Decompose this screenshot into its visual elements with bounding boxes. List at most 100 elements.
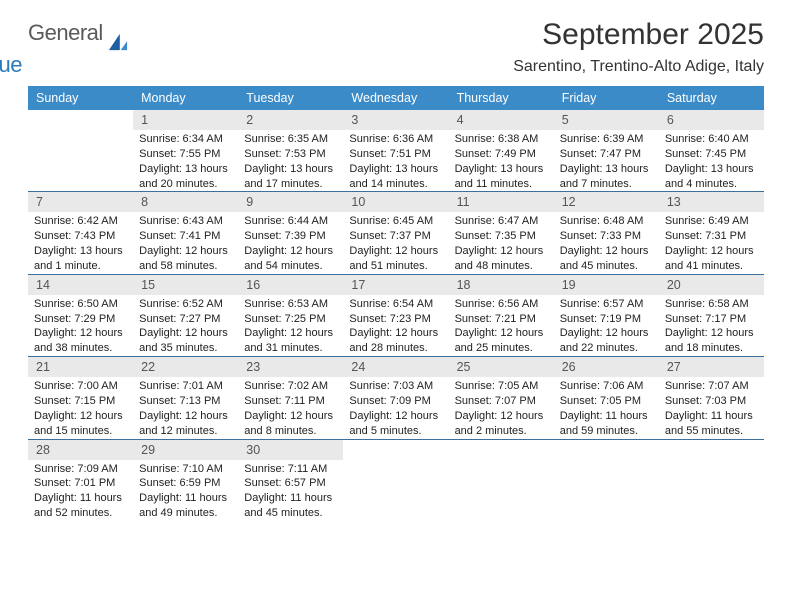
- sunset-text: Sunset: 7:09 PM: [349, 394, 442, 409]
- day-cell: 5Sunrise: 6:39 AMSunset: 7:47 PMDaylight…: [554, 110, 659, 191]
- day-cell: 28Sunrise: 7:09 AMSunset: 7:01 PMDayligh…: [28, 440, 133, 521]
- day-detail: Sunrise: 6:35 AMSunset: 7:53 PMDaylight:…: [238, 132, 343, 191]
- day-detail: Sunrise: 7:07 AMSunset: 7:03 PMDaylight:…: [659, 379, 764, 438]
- daynum-bar: 4: [449, 110, 554, 130]
- daynum-bar: 29: [133, 440, 238, 460]
- day-number: 26: [562, 360, 576, 374]
- day-number: 9: [246, 195, 253, 209]
- daynum-bar: 10: [343, 192, 448, 212]
- daylight-text: Daylight: 11 hours and 59 minutes.: [560, 409, 653, 439]
- sunset-text: Sunset: 7:03 PM: [665, 394, 758, 409]
- day-cell: 15 Sunrise: 6:52 AMSunset: 7:27 PMDayligh…: [133, 275, 238, 356]
- daynum-bar: 23: [238, 357, 343, 377]
- sunrise-text: Sunrise: 6:34 AM: [139, 132, 232, 147]
- day-number: 7: [36, 195, 43, 209]
- day-detail: Sunrise: 7:02 AMSunset: 7:11 PMDaylight:…: [238, 379, 343, 438]
- day-number: 19: [562, 278, 576, 292]
- sunrise-text: Sunrise: 7:10 AM: [139, 462, 232, 477]
- day-number: 21: [36, 360, 50, 374]
- daynum-bar: 15: [133, 275, 238, 295]
- sunrise-text: Sunrise: 7:00 AM: [34, 379, 127, 394]
- day-cell: [28, 110, 133, 191]
- day-detail: Sunrise: 6:48 AMSunset: 7:33 PMDaylight:…: [554, 214, 659, 273]
- daylight-text: Daylight: 12 hours and 51 minutes.: [349, 244, 442, 274]
- sunset-text: Sunset: 7:43 PM: [34, 229, 127, 244]
- daylight-text: Daylight: 12 hours and 15 minutes.: [34, 409, 127, 439]
- day-number: 4: [457, 113, 464, 127]
- sunrise-text: Sunrise: 6:44 AM: [244, 214, 337, 229]
- day-cell: [659, 440, 764, 521]
- day-cell: 3Sunrise: 6:36 AMSunset: 7:51 PMDaylight…: [343, 110, 448, 191]
- sunset-text: Sunset: 7:15 PM: [34, 394, 127, 409]
- sunset-text: Sunset: 7:01 PM: [34, 476, 127, 491]
- daylight-text: Daylight: 12 hours and 48 minutes.: [455, 244, 548, 274]
- sunrise-text: Sunrise: 6:42 AM: [34, 214, 127, 229]
- daynum-bar: 28: [28, 440, 133, 460]
- day-cell: 23Sunrise: 7:02 AMSunset: 7:11 PMDayligh…: [238, 357, 343, 438]
- sunrise-text: Sunrise: 6:39 AM: [560, 132, 653, 147]
- weekday-header: Monday: [133, 86, 238, 110]
- sunrise-text: Sunrise: 6:47 AM: [455, 214, 548, 229]
- daynum-bar: 2: [238, 110, 343, 130]
- week-row: 14Sunrise: 6:50 AMSunset: 7:29 PMDayligh…: [28, 274, 764, 356]
- day-detail: Sunrise: 6:43 AMSunset: 7:41 PMDaylight:…: [133, 214, 238, 273]
- sunrise-text: Sunrise: 6:48 AM: [560, 214, 653, 229]
- sunrise-text: Sunrise: 6:57 AM: [560, 297, 653, 312]
- day-cell: 1Sunrise: 6:34 AMSunset: 7:55 PMDaylight…: [133, 110, 238, 191]
- sunrise-text: Sunrise: 7:01 AM: [139, 379, 232, 394]
- day-cell: 7Sunrise: 6:42 AMSunset: 7:43 PMDaylight…: [28, 192, 133, 273]
- sunset-text: Sunset: 7:05 PM: [560, 394, 653, 409]
- day-cell: 16Sunrise: 6:53 AMSunset: 7:25 PMDayligh…: [238, 275, 343, 356]
- daylight-text: Daylight: 12 hours and 58 minutes.: [139, 244, 232, 274]
- day-detail: Sunrise: 6:50 AMSunset: 7:29 PMDaylight:…: [28, 297, 133, 356]
- sunrise-text: Sunrise: 6:50 AM: [34, 297, 127, 312]
- day-detail: Sunrise: 6:52 AMSunset: 7:27 PMDaylight:…: [133, 297, 238, 356]
- sunrise-text: Sunrise: 7:02 AM: [244, 379, 337, 394]
- day-detail: Sunrise: 6:36 AMSunset: 7:51 PMDaylight:…: [343, 132, 448, 191]
- daylight-text: Daylight: 13 hours and 17 minutes.: [244, 162, 337, 192]
- day-detail: Sunrise: 6:47 AMSunset: 7:35 PMDaylight:…: [449, 214, 554, 273]
- daylight-text: Daylight: 11 hours and 55 minutes.: [665, 409, 758, 439]
- day-number: 17: [351, 278, 365, 292]
- month-title: September 2025: [513, 18, 764, 52]
- day-cell: 24Sunrise: 7:03 AMSunset: 7:09 PMDayligh…: [343, 357, 448, 438]
- sunrise-text: Sunrise: 7:09 AM: [34, 462, 127, 477]
- sunset-text: Sunset: 7:55 PM: [139, 147, 232, 162]
- calendar: Sunday Monday Tuesday Wednesday Thursday…: [28, 86, 764, 521]
- daynum-bar: 21: [28, 357, 133, 377]
- daylight-text: Daylight: 12 hours and 31 minutes.: [244, 326, 337, 356]
- day-detail: Sunrise: 6:40 AMSunset: 7:45 PMDaylight:…: [659, 132, 764, 191]
- day-number: 10: [351, 195, 365, 209]
- day-cell: 12 Sunrise: 6:48 AMSunset: 7:33 PMDayligh…: [554, 192, 659, 273]
- day-number: 30: [246, 443, 260, 457]
- daynum-bar: 6: [659, 110, 764, 130]
- day-detail: Sunrise: 6:56 AMSunset: 7:21 PMDaylight:…: [449, 297, 554, 356]
- daylight-text: Daylight: 12 hours and 41 minutes.: [665, 244, 758, 274]
- daynum-bar: [28, 110, 133, 116]
- day-detail: Sunrise: 7:01 AMSunset: 7:13 PMDaylight:…: [133, 379, 238, 438]
- sunset-text: Sunset: 7:37 PM: [349, 229, 442, 244]
- day-number: 15: [141, 278, 155, 292]
- weekday-header: Sunday: [28, 86, 133, 110]
- sunset-text: Sunset: 7:21 PM: [455, 312, 548, 327]
- day-detail: Sunrise: 6:44 AMSunset: 7:39 PMDaylight:…: [238, 214, 343, 273]
- sunset-text: Sunset: 7:49 PM: [455, 147, 548, 162]
- day-number: 22: [141, 360, 155, 374]
- sunset-text: Sunset: 7:39 PM: [244, 229, 337, 244]
- daylight-text: Daylight: 11 hours and 45 minutes.: [244, 491, 337, 521]
- day-cell: 19Sunrise: 6:57 AMSunset: 7:19 PMDayligh…: [554, 275, 659, 356]
- day-number: 12: [562, 195, 576, 209]
- sunrise-text: Sunrise: 7:11 AM: [244, 462, 337, 477]
- daynum-bar: 30: [238, 440, 343, 460]
- sunrise-text: Sunrise: 7:05 AM: [455, 379, 548, 394]
- daynum-bar: 12: [554, 192, 659, 212]
- day-number: 8: [141, 195, 148, 209]
- sunrise-text: Sunrise: 7:03 AM: [349, 379, 442, 394]
- sunset-text: Sunset: 7:19 PM: [560, 312, 653, 327]
- week-row: 7 Sunrise: 6:42 AMSunset: 7:43 PM Daylight…: [28, 191, 764, 273]
- daynum-bar: 14: [28, 275, 133, 295]
- sunrise-text: Sunrise: 6:38 AM: [455, 132, 548, 147]
- day-number: 13: [667, 195, 681, 209]
- daynum-bar: 3: [343, 110, 448, 130]
- title-block: September 2025 Sarentino, Trentino-Alto …: [513, 18, 764, 76]
